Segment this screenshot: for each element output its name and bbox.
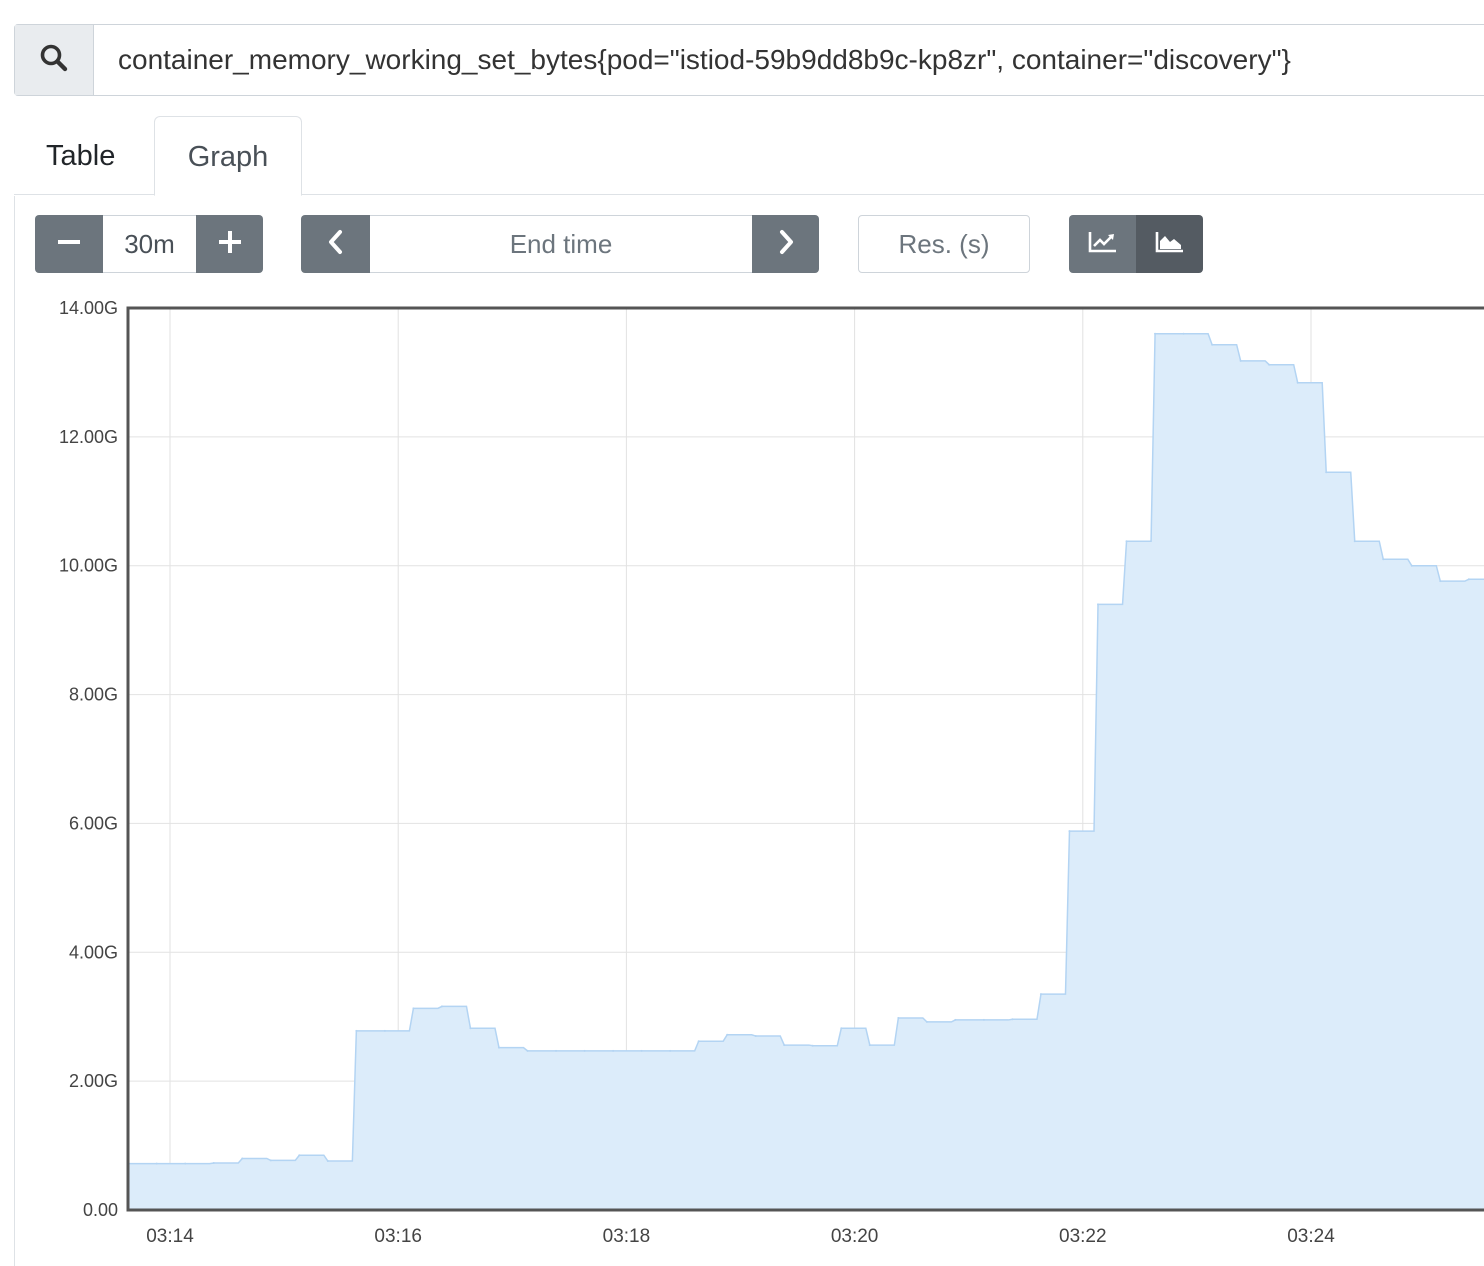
stack-toggle-group (1069, 215, 1203, 273)
expression-input-group (14, 24, 1484, 96)
data-point (497, 1046, 500, 1049)
stacked-button[interactable] (1136, 215, 1203, 273)
data-point (1268, 363, 1271, 366)
end-time-input-group: End time (301, 215, 819, 273)
data-point (612, 1049, 615, 1052)
y-tick-label: 14.00G (59, 298, 118, 318)
y-tick-label: 4.00G (69, 942, 118, 962)
data-point (954, 1018, 957, 1021)
line-chart-icon (1088, 231, 1118, 258)
data-point (1467, 578, 1470, 581)
y-tick-label: 10.00G (59, 556, 118, 576)
data-point (526, 1049, 529, 1052)
data-point (840, 1027, 843, 1030)
y-tick-label: 6.00G (69, 813, 118, 833)
data-point (811, 1044, 814, 1047)
data-point (1011, 1018, 1014, 1021)
next-time-button[interactable] (752, 215, 819, 273)
x-axis-ticks: 03:14 03:16 03:18 03:20 03:22 03:24 (146, 1226, 1335, 1247)
data-point (1039, 993, 1042, 996)
data-point (555, 1049, 558, 1052)
previous-time-button[interactable] (301, 215, 370, 273)
end-time-input[interactable]: End time (370, 215, 752, 273)
data-point (868, 1044, 871, 1047)
series-area (128, 333, 1484, 1210)
data-point (1382, 558, 1385, 561)
series-layer (127, 332, 1484, 1210)
tab-table[interactable]: Table (46, 140, 116, 172)
data-point (155, 1162, 158, 1165)
data-point (1410, 564, 1413, 567)
tabs-divider (14, 194, 1484, 195)
search-addon (15, 25, 94, 95)
data-point (1353, 540, 1356, 543)
data-point (383, 1029, 386, 1032)
range-input[interactable]: 30m (103, 215, 196, 273)
data-point (412, 1007, 415, 1010)
data-point (1439, 580, 1442, 583)
decrease-range-button[interactable] (35, 215, 103, 273)
data-point (925, 1020, 928, 1023)
y-axis-ticks: 0.00 2.00G 4.00G 6.00G 8.00G 10.00G 12.00G 14.0… (59, 298, 118, 1220)
data-point (783, 1044, 786, 1047)
data-point (1182, 332, 1185, 335)
data-point (269, 1159, 272, 1162)
increase-range-button[interactable] (196, 215, 263, 273)
range-input-group: 30m (35, 215, 263, 273)
data-point (697, 1040, 700, 1043)
chevron-left-icon (326, 229, 346, 260)
panel-border (14, 196, 15, 1266)
plot-frame (126, 306, 1484, 1212)
x-tick-label: 03:22 (1059, 1226, 1107, 1247)
y-tick-label: 0.00 (83, 1200, 118, 1220)
x-tick-label: 03:14 (146, 1226, 194, 1247)
data-point (1068, 830, 1071, 833)
data-point (355, 1029, 358, 1032)
x-tick-label: 03:16 (374, 1226, 422, 1247)
data-point (469, 1027, 472, 1030)
data-point (184, 1162, 187, 1165)
data-point (1125, 540, 1128, 543)
data-point (1239, 359, 1242, 362)
y-tick-label: 2.00G (69, 1071, 118, 1091)
data-point (754, 1035, 757, 1038)
data-point (640, 1049, 643, 1052)
plus-icon (218, 230, 242, 259)
x-tick-label: 03:24 (1287, 1226, 1335, 1247)
data-point (1097, 603, 1100, 606)
data-point (1154, 332, 1157, 335)
y-tick-label: 12.00G (59, 427, 118, 447)
x-tick-label: 03:18 (603, 1226, 651, 1247)
data-point (583, 1049, 586, 1052)
expression-input[interactable] (94, 25, 1484, 95)
unstacked-button[interactable] (1069, 215, 1136, 273)
x-tick-label: 03:20 (831, 1226, 879, 1247)
data-point (326, 1160, 329, 1163)
data-point (1296, 381, 1299, 384)
data-point (669, 1049, 672, 1052)
view-tabs: Table Graph (14, 116, 1484, 196)
data-point (1325, 471, 1328, 474)
resolution-input[interactable]: Res. (s) (858, 215, 1030, 273)
data-point (298, 1154, 301, 1157)
tab-graph[interactable]: Graph (154, 116, 302, 196)
data-point (726, 1033, 729, 1036)
minus-icon (57, 230, 81, 259)
data-point (897, 1017, 900, 1020)
data-point (212, 1161, 215, 1164)
area-chart-icon (1155, 231, 1185, 258)
data-point (1211, 343, 1214, 346)
y-tick-label: 8.00G (69, 685, 118, 705)
search-icon (39, 43, 69, 78)
data-point (241, 1157, 244, 1160)
data-point (440, 1005, 443, 1008)
data-point (982, 1018, 985, 1021)
chevron-right-icon (776, 229, 796, 260)
